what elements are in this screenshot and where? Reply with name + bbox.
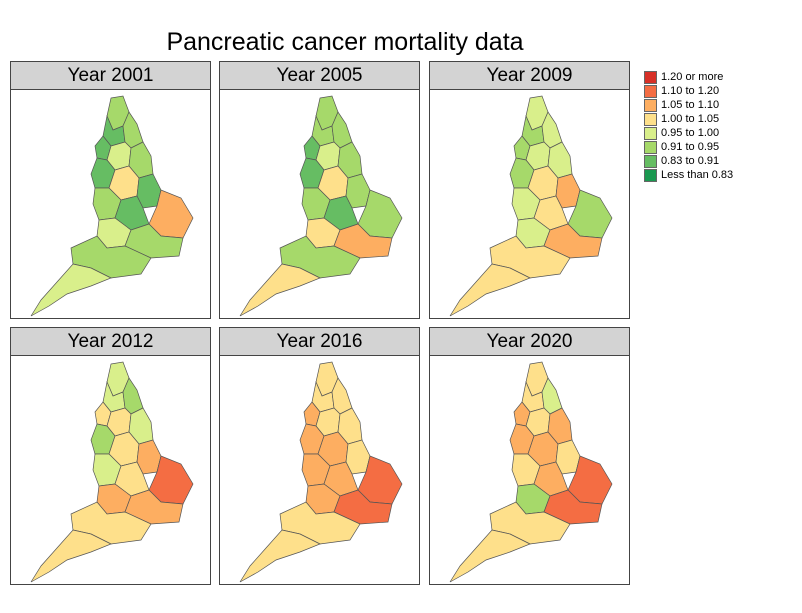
legend-swatch — [644, 168, 657, 182]
map-region — [30, 263, 112, 317]
england-choropleth-map — [239, 95, 403, 317]
legend-item: 0.91 to 0.95 — [644, 140, 733, 154]
legend-swatch — [644, 112, 657, 126]
panel-strip-label: Year 2009 — [430, 62, 629, 90]
england-choropleth-map — [239, 361, 403, 583]
legend-item: 0.83 to 0.91 — [644, 154, 733, 168]
legend-label: 1.10 to 1.20 — [661, 85, 720, 97]
england-choropleth-map — [449, 361, 613, 583]
map-panel: Year 2016 — [219, 327, 420, 585]
map-panel: Year 2001 — [10, 61, 211, 319]
legend-label: 0.95 to 1.00 — [661, 127, 720, 139]
map-region — [449, 529, 531, 583]
map-region — [239, 529, 321, 583]
legend-swatch — [644, 154, 657, 168]
map-region — [30, 529, 112, 583]
legend-label: 1.20 or more — [661, 71, 724, 83]
england-choropleth-map — [30, 361, 194, 583]
legend-label: 1.00 to 1.05 — [661, 113, 720, 125]
legend-swatch — [644, 84, 657, 98]
legend-label: 0.91 to 0.95 — [661, 141, 720, 153]
legend-swatch — [644, 140, 657, 154]
map-panel: Year 2020 — [429, 327, 630, 585]
legend: 1.20 or more 1.10 to 1.20 1.05 to 1.10 1.00… — [644, 70, 733, 182]
panel-strip-label: Year 2020 — [430, 328, 629, 356]
legend-item: 1.05 to 1.10 — [644, 98, 733, 112]
legend-label: 0.83 to 0.91 — [661, 155, 720, 167]
legend-label: Less than 0.83 — [661, 169, 734, 181]
legend-swatch — [644, 98, 657, 112]
legend-swatch — [644, 126, 657, 140]
map-panel: Year 2012 — [10, 327, 211, 585]
legend-swatch — [644, 70, 657, 84]
map-region — [239, 263, 321, 317]
england-choropleth-map — [30, 95, 194, 317]
map-panel: Year 2005 — [219, 61, 420, 319]
figure-title: Pancreatic cancer mortality data — [166, 28, 524, 56]
legend-item: Less than 0.83 — [644, 168, 733, 182]
panel-strip-label: Year 2016 — [220, 328, 419, 356]
map-region — [449, 263, 531, 317]
map-panel: Year 2009 — [429, 61, 630, 319]
panel-strip-label: Year 2005 — [220, 62, 419, 90]
panel-strip-label: Year 2012 — [11, 328, 210, 356]
legend-item: 1.00 to 1.05 — [644, 112, 733, 126]
panel-strip-label: Year 2001 — [11, 62, 210, 90]
england-choropleth-map — [449, 95, 613, 317]
legend-item: 1.20 or more — [644, 70, 733, 84]
legend-item: 0.95 to 1.00 — [644, 126, 733, 140]
legend-label: 1.05 to 1.10 — [661, 99, 720, 111]
legend-item: 1.10 to 1.20 — [644, 84, 733, 98]
